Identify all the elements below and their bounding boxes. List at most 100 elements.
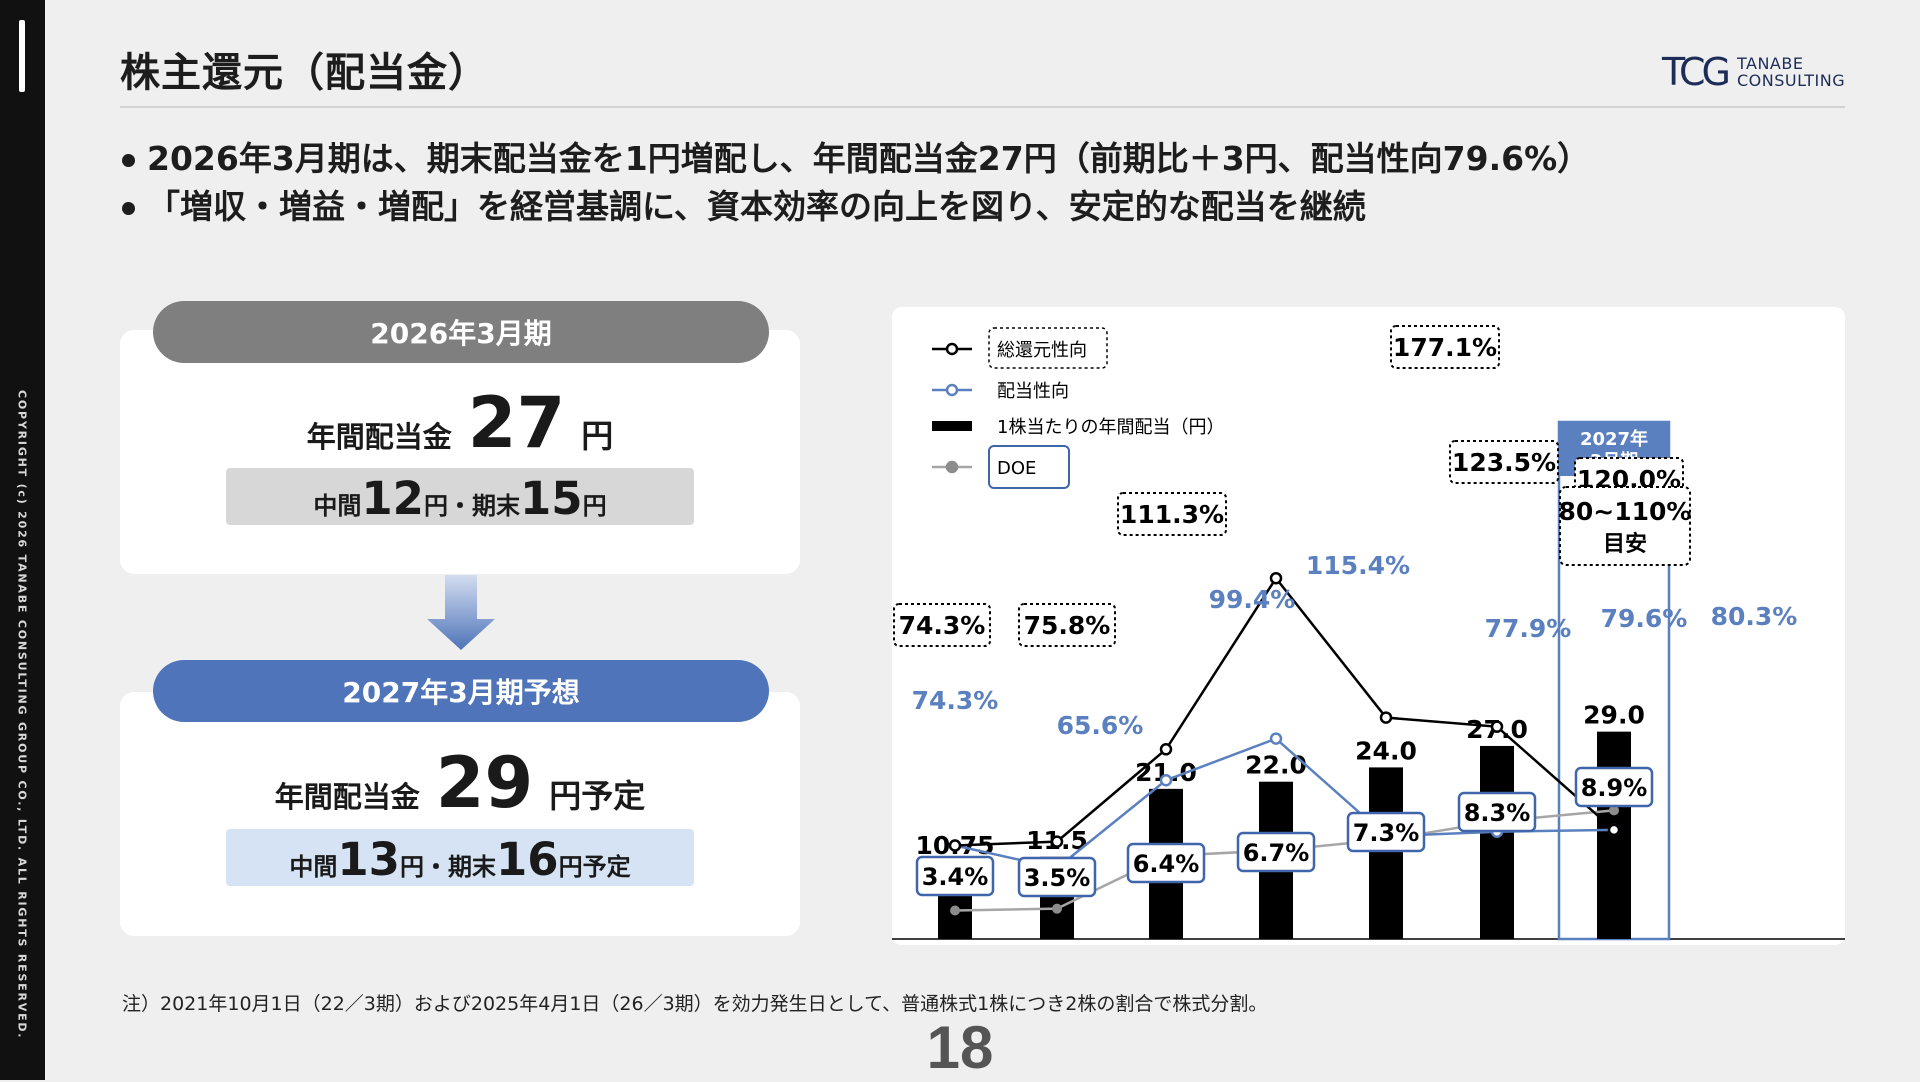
forecast-dividend-card: 年間配当金 29 円予定 中間 13 円・ 期末 16 円予定 [120, 692, 800, 936]
legend-label: 配当性向 [997, 381, 1069, 402]
total-return-label-box [1449, 440, 1559, 484]
doe-label: 3.5% [1024, 864, 1091, 892]
dividend-chart: 2027年3月期10.7511.521.022.024.027.029.021／… [892, 325, 1845, 973]
doe-label-box [1457, 791, 1537, 833]
forecast-target-range: 80~110% [1559, 497, 1692, 526]
total-return-point [1490, 720, 1504, 733]
dividend-bar [1480, 745, 1514, 939]
dividend-bar-label: 24.0 [1355, 736, 1417, 765]
legend-label-box [988, 445, 1070, 489]
doe-label: 8.3% [1464, 799, 1531, 827]
doe-label: 3.4% [922, 863, 989, 891]
total-return-point [1379, 711, 1393, 724]
total-return-point [1159, 743, 1173, 756]
forecast-breakdown: 中間 13 円・ 期末 16 円予定 [226, 829, 694, 886]
dividend-chart-panel: 2027年3月期10.7511.521.022.024.027.029.021／… [892, 307, 1845, 973]
logo-mark: TCG [1662, 50, 1731, 94]
year-end-label: 期末 [448, 853, 496, 881]
legend-swatch-marker [945, 460, 959, 474]
bullet-2: 「増収・増益・増配」を経営基調に、資本効率の向上を図り、安定的な配当を継続 [122, 180, 1366, 228]
interim-label: 中間 [289, 853, 338, 881]
payout-ratio-label: 79.6% [1601, 604, 1688, 633]
year-end-unit: 円予定 [558, 853, 631, 881]
arrow-down-icon [427, 575, 495, 650]
logo-line-2: CONSULTING [1736, 71, 1846, 90]
forecast-amount: 29 [435, 742, 534, 824]
payout-ratio-label: 65.6% [1057, 711, 1144, 740]
title-divider [120, 106, 1845, 108]
page-title: 株主還元（配当金） [120, 50, 489, 96]
total-return-point [1050, 835, 1064, 848]
dividend-bar [1369, 767, 1403, 939]
doe-point [950, 905, 960, 916]
year-end-value: 16 [496, 833, 559, 886]
doe-label: 8.9% [1581, 774, 1648, 802]
legend-label: DOE [997, 458, 1036, 479]
current-breakdown: 中間 12 円・ 期末 15 円 [226, 468, 694, 525]
legend-label: 1株当たりの年間配当（円） [997, 417, 1224, 438]
total-return-label: 74.3% [899, 611, 986, 640]
forecast-unit: 円予定 [549, 777, 646, 815]
legend-swatch-bar [932, 421, 972, 431]
doe-label-box [1236, 831, 1316, 873]
legend-label: 総還元性向 [997, 340, 1087, 361]
total-return-label: 75.8% [1024, 611, 1111, 640]
doe-label-box [1346, 811, 1426, 853]
total-return-point [1607, 823, 1621, 837]
forecast-label: 年間配当金 [274, 780, 420, 814]
footnote: 注）2021年10月1日（22／3期）および2025年4月1日（26／3期）を効… [122, 993, 1268, 1015]
total-return-label-box [1390, 325, 1500, 369]
dividend-bar-label: 22.0 [1245, 751, 1307, 780]
page-number: 18 [926, 1014, 994, 1081]
doe-label-box [1017, 856, 1097, 898]
current-amount: 27 [467, 382, 566, 464]
logo-line-1: TANABE [1736, 54, 1804, 73]
doe-label: 7.3% [1353, 819, 1420, 847]
current-header-pill: 2026年3月期 [153, 301, 769, 363]
total-return-label: 177.1% [1393, 333, 1497, 362]
payout-ratio-label: 115.4% [1306, 551, 1410, 580]
current-annual-line: 年間配当金 27 円 [120, 382, 800, 464]
total-return-label: 123.5% [1452, 448, 1556, 477]
interim-value: 12 [361, 472, 424, 525]
copyright-text: COPYRIGHT (c) 2026 TANABE CONSULTING GRO… [15, 390, 29, 1040]
bullet-1: 2026年3月期は、期末配当金を1円増配し、年間配当金27円（前期比＋3円、配当… [122, 132, 1590, 180]
forecast-header-pill: 2027年3月期予想 [153, 660, 769, 722]
total-return-point [948, 839, 962, 852]
doe-label-box [1574, 766, 1654, 808]
total-return-label-box [893, 603, 991, 647]
legend-swatch-marker [945, 342, 959, 356]
sidebar-accent [19, 20, 25, 92]
company-logo: TCG TANABE CONSULTING [1662, 50, 1845, 94]
doe-label: 6.4% [1133, 850, 1200, 878]
payout-ratio-label: 80.3% [1711, 602, 1798, 631]
year-end-value: 15 [520, 472, 583, 525]
payout-ratio-label: 74.3% [912, 686, 999, 715]
interim-label: 中間 [313, 492, 362, 520]
interim-value: 13 [337, 833, 400, 886]
legend-swatch-marker [945, 383, 959, 397]
doe-label-box [1126, 842, 1206, 884]
doe-point [1609, 805, 1619, 816]
year-end-label: 期末 [472, 492, 520, 520]
current-unit: 円 [581, 417, 614, 455]
forecast-annual-line: 年間配当金 29 円予定 [120, 742, 800, 824]
doe-label-box [915, 855, 995, 897]
payout-ratio-point [1159, 773, 1173, 787]
payout-ratio-label: 99.4% [1209, 585, 1296, 614]
doe-point [1052, 903, 1062, 914]
interim-unit: 円・ [400, 853, 448, 881]
bullet-text: 2026年3月期は、期末配当金を1円増配し、年間配当金27円（前期比＋3円、配当… [147, 139, 1591, 178]
forecast-header-year: 2027年 [1580, 428, 1648, 450]
forecast-target-note: 目安 [1603, 531, 1647, 557]
current-label: 年間配当金 [306, 420, 452, 454]
dividend-bar-label: 29.0 [1583, 701, 1645, 730]
total-return-label: 111.3% [1120, 500, 1224, 529]
interim-unit: 円・ [424, 492, 472, 520]
doe-label: 6.7% [1243, 839, 1310, 867]
legend-label-box [988, 327, 1108, 369]
total-return-point [1269, 571, 1283, 585]
total-return-label-box [1117, 492, 1227, 536]
payout-ratio-label: 77.9% [1485, 614, 1572, 643]
bullet-text: 「増収・増益・増配」を経営基調に、資本効率の向上を図り、安定的な配当を継続 [147, 187, 1366, 226]
